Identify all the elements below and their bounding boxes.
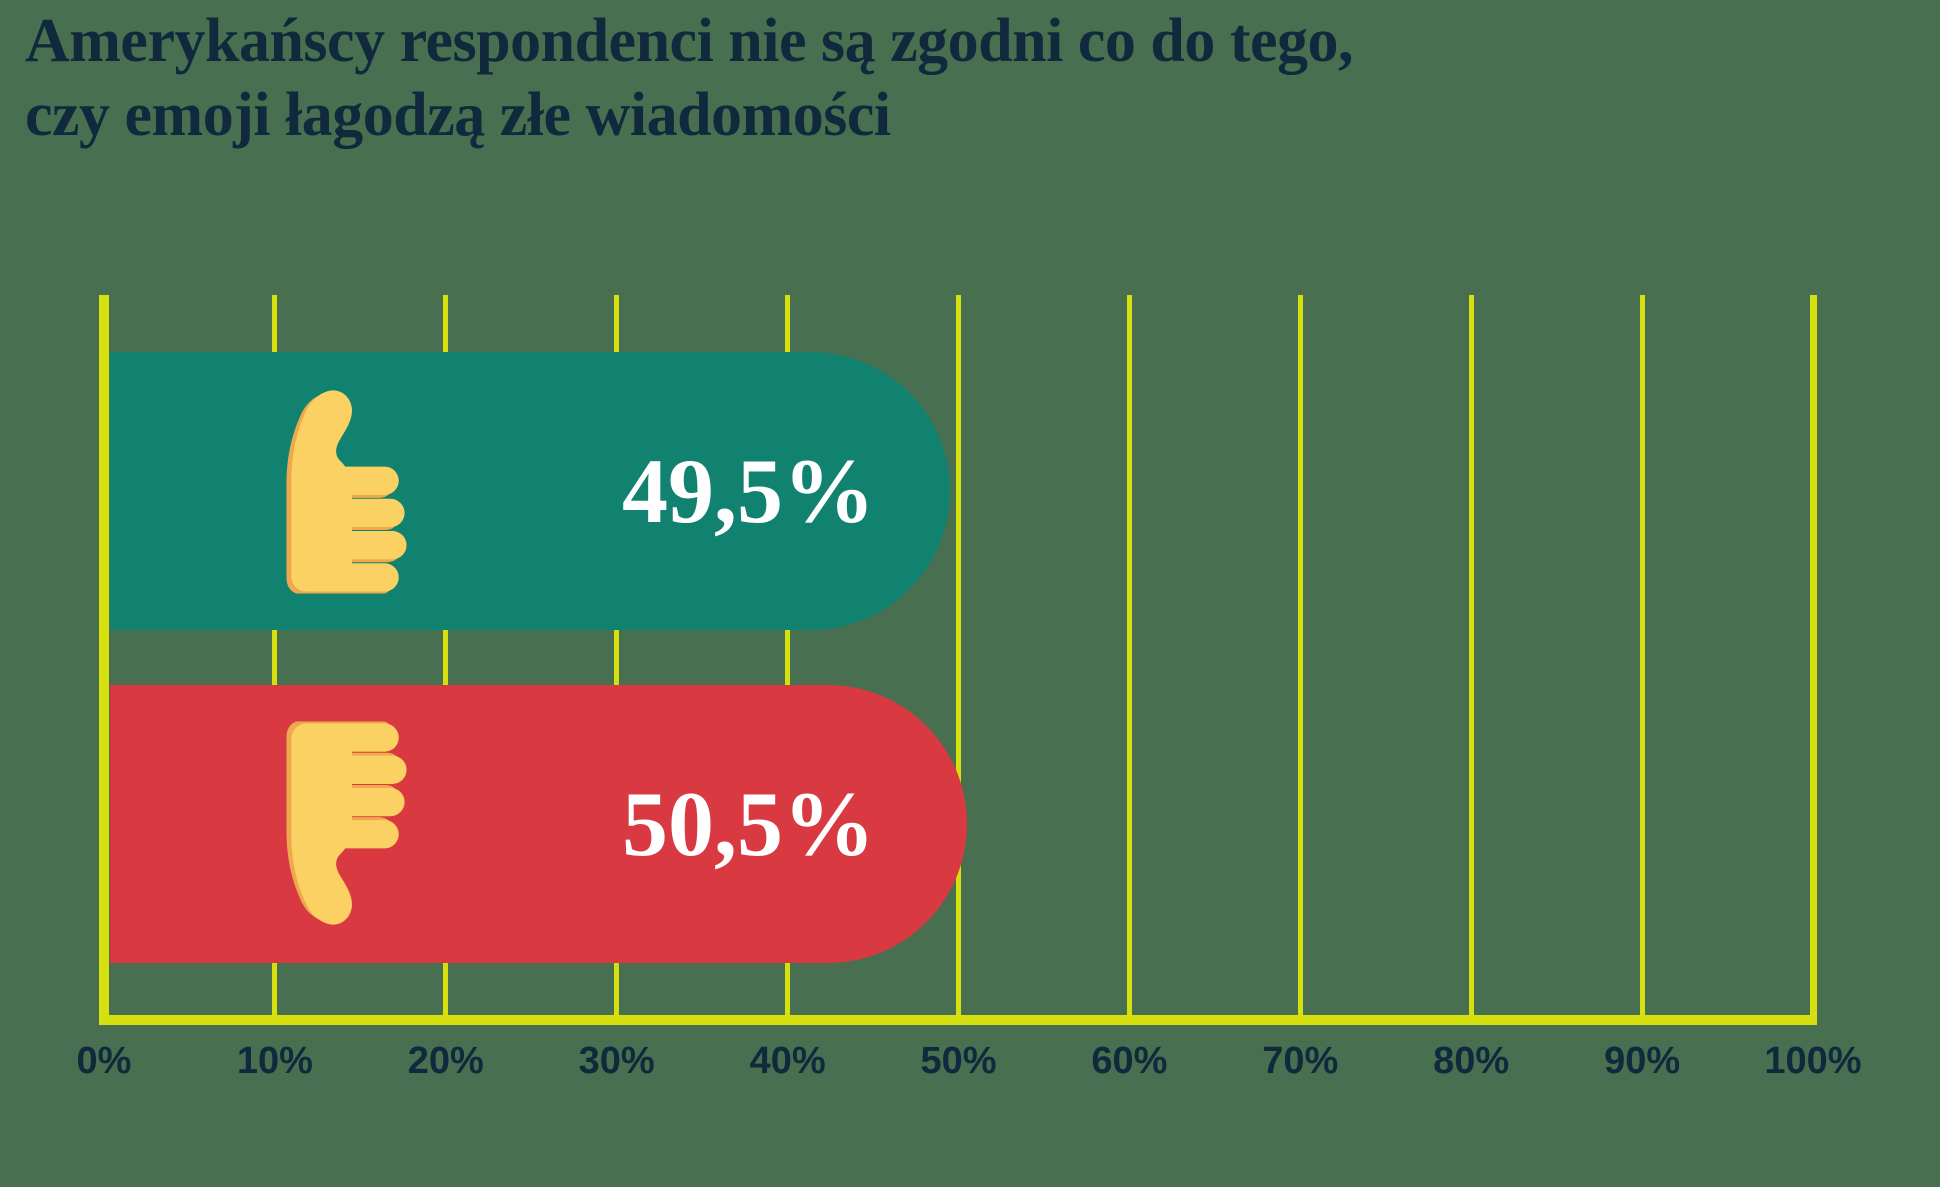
bar-thumbs-up: 49,5% bbox=[110, 352, 950, 630]
chart-title-line-1: Amerykańscy respondenci nie są zgodni co… bbox=[25, 7, 1354, 75]
x-tick-label: 100% bbox=[1764, 1040, 1862, 1082]
x-tick-label: 60% bbox=[1091, 1040, 1168, 1082]
gridline bbox=[614, 295, 620, 1025]
gridline bbox=[956, 295, 961, 1025]
x-tick-label: 40% bbox=[749, 1040, 826, 1082]
bar-value-label: 50,5% bbox=[622, 773, 875, 875]
y-axis-line bbox=[99, 295, 109, 1025]
x-axis-line bbox=[99, 1015, 1817, 1025]
gridline bbox=[1639, 295, 1645, 1025]
gridline bbox=[785, 295, 791, 1025]
gridline bbox=[272, 295, 278, 1025]
x-tick-label: 80% bbox=[1433, 1040, 1510, 1082]
x-tick-label: 20% bbox=[407, 1040, 484, 1082]
gridline bbox=[1809, 295, 1817, 1025]
x-tick-label: 10% bbox=[236, 1040, 313, 1082]
x-tick-label: 70% bbox=[1262, 1040, 1339, 1082]
x-tick-label: 90% bbox=[1604, 1040, 1681, 1082]
chart-title: Amerykańscy respondenci nie są zgodni co… bbox=[25, 4, 1354, 152]
gridline bbox=[443, 295, 449, 1025]
x-tick-label: 0% bbox=[76, 1040, 132, 1082]
x-tick-label: 30% bbox=[578, 1040, 655, 1082]
gridline bbox=[1297, 295, 1303, 1025]
gridline bbox=[1468, 295, 1474, 1025]
gridline bbox=[1126, 295, 1132, 1025]
chart-title-line-2: czy emoji łagodzą złe wiadomości bbox=[25, 81, 891, 149]
thumbs-down-icon bbox=[286, 721, 407, 925]
x-tick-label: 50% bbox=[920, 1040, 997, 1082]
thumbs-up-icon bbox=[286, 390, 407, 594]
bar-thumbs-down: 50,5% bbox=[110, 685, 967, 963]
bar-value-label: 49,5% bbox=[622, 440, 875, 542]
